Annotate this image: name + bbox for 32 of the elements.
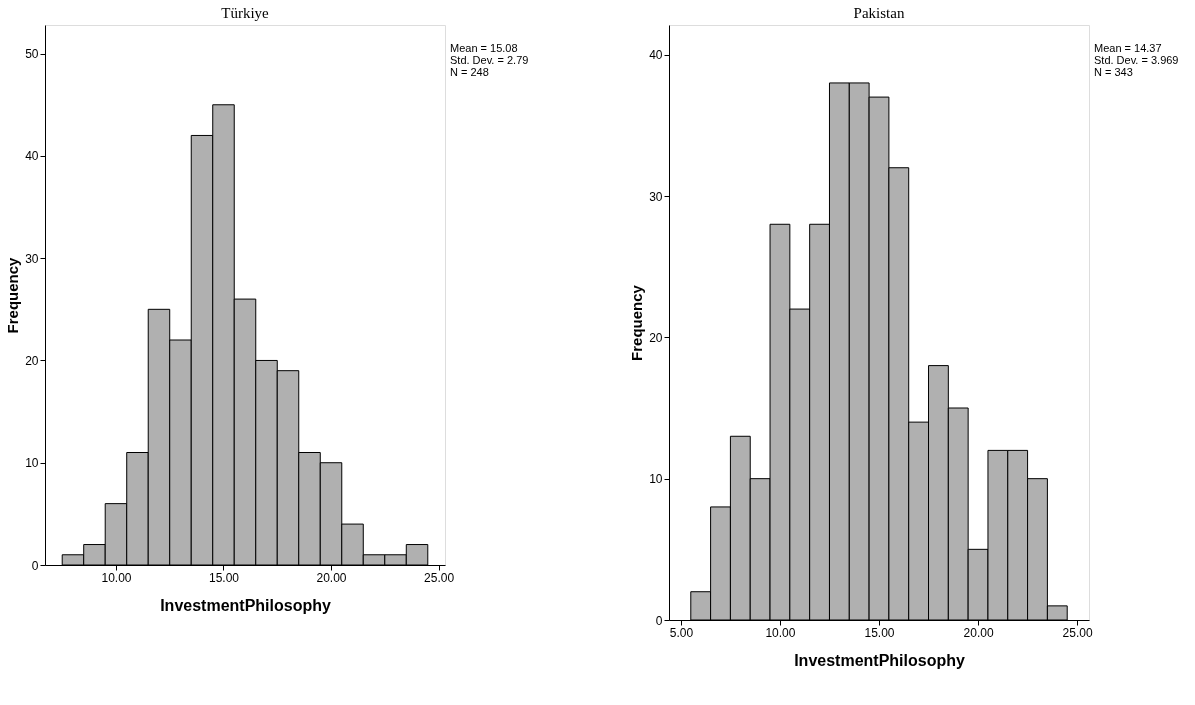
text: N = 343 [1094,66,1133,78]
x-tick-label: 10.00 [101,570,132,585]
x-tick-label: 15.00 [864,625,895,640]
text: N = 248 [450,66,489,78]
x-tick-label: 15.00 [208,570,240,585]
y-axis-title: Frequency [628,284,646,361]
x-tick-label: 5.00 [669,625,694,640]
x-axis-title: InvestmentPhilosophy [794,651,965,669]
y-tick-label: 40 [649,48,663,63]
y-axis-title: Frequency [4,256,22,334]
y-tick-label: 50 [25,47,39,62]
y-tick-label: 0 [31,558,39,573]
x-tick-label: 20.00 [316,570,347,585]
x-tick-label: 10.00 [765,625,796,640]
y-tick-label: 0 [655,613,663,628]
y-tick-label: 10 [25,456,39,471]
x-tick-label: 25.00 [424,570,455,585]
text: Std. Dev. = 3.969 [1094,54,1179,66]
y-tick-label: 20 [25,353,39,368]
y-tick-label: 10 [649,472,663,487]
text: Mean = 15.08 [450,42,518,54]
x-tick-label: 20.00 [963,625,994,640]
x-axis-title: InvestmentPhilosophy [160,596,331,614]
y-tick-label: 30 [649,189,663,204]
text: Mean = 14.37 [1094,42,1162,54]
chart-title: Türkiye [221,5,270,21]
y-tick-label: 30 [25,251,39,266]
y-tick-label: 20 [649,330,663,345]
y-tick-label: 40 [25,149,39,164]
x-tick-label: 25.00 [1062,625,1093,640]
text: Std. Dev. = 2.79 [450,54,529,66]
chart-title: Pakistan [853,5,905,21]
